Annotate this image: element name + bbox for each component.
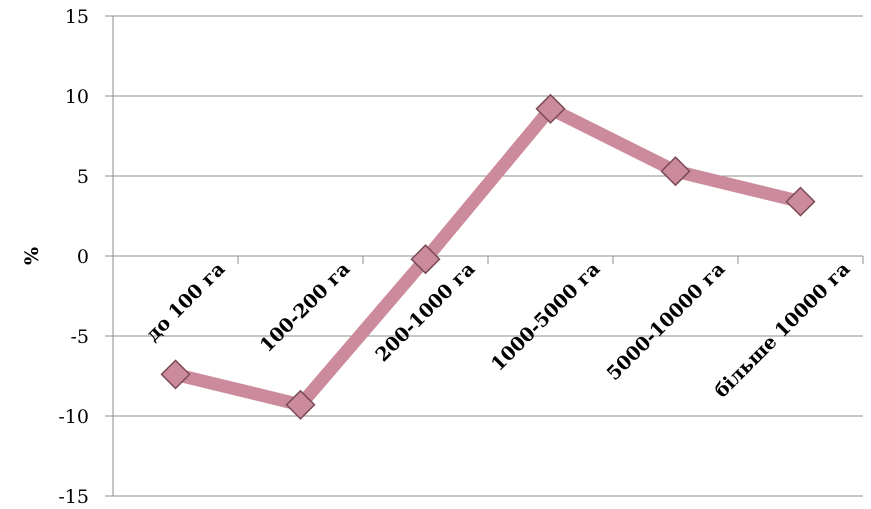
data-point-marker (160, 359, 191, 390)
y-tick-label: 10 (65, 86, 89, 108)
y-tick-label: -15 (58, 486, 89, 508)
y-tick-label: 15 (65, 6, 89, 28)
x-category-label: 5000-10000 га (603, 258, 730, 385)
data-point-marker (660, 156, 691, 187)
data-point-marker (285, 389, 316, 420)
y-tick-label: -10 (58, 406, 89, 428)
x-category-label: до 100 га (142, 258, 230, 346)
x-category-label: 100-200 га (256, 258, 355, 357)
y-tick-label: -5 (70, 326, 89, 348)
x-category-label: більше 10000 га (710, 258, 854, 402)
data-point-marker (410, 244, 441, 275)
data-point-marker (785, 186, 816, 217)
y-tick-label: 5 (77, 166, 89, 188)
grid-layer (105, 15, 863, 497)
series-layer (160, 93, 816, 420)
y-axis-title: % (21, 247, 43, 265)
data-point-marker (535, 93, 566, 124)
axis-layer (112, 16, 864, 496)
y-tick-label: 0 (77, 246, 89, 268)
x-category-label: 1000-5000 га (487, 258, 605, 376)
series-line (169, 102, 807, 412)
